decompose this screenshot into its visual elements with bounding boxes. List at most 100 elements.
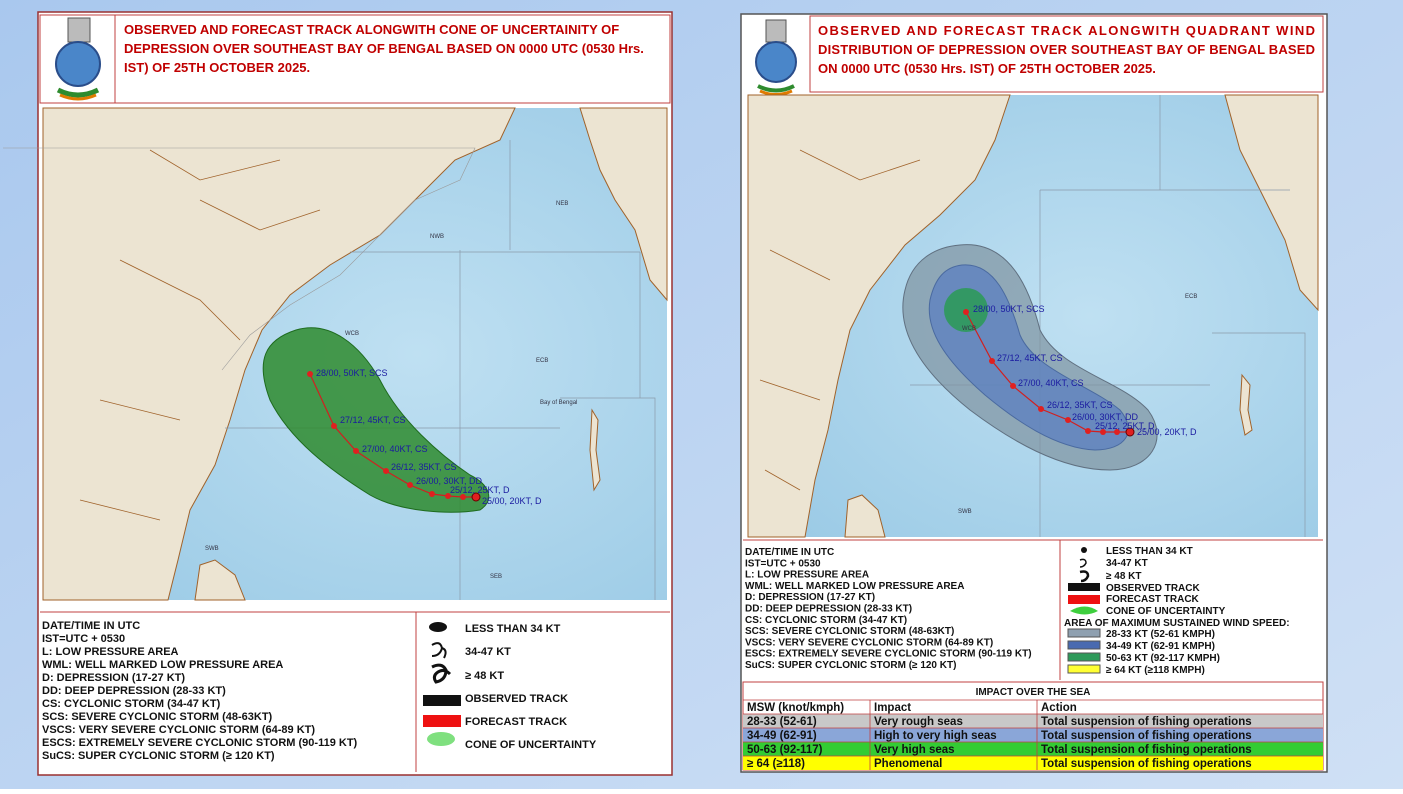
track-dot (1125, 427, 1135, 437)
track-label: 25/12, 25KT, D (1095, 421, 1155, 431)
table-cell: Total suspension of fishing operations (1041, 758, 1252, 770)
track-label: 28/00, 50KT, SCS (973, 304, 1045, 314)
table-cell: High to very high seas (874, 730, 997, 742)
legend-entry: 50-63 KT (92-117 KMPH) (1106, 653, 1220, 664)
track-dot (1038, 406, 1044, 412)
table-cell: 28-33 (52-61) (747, 716, 817, 728)
track-dot (383, 468, 389, 474)
track-dot (1114, 429, 1120, 435)
table-cell: Total suspension of fishing operations (1041, 716, 1252, 728)
legend-entry: LESS THAN 34 KT (465, 623, 561, 635)
region-label: ECB (536, 358, 548, 364)
region-label: SEB (490, 574, 502, 580)
track-dot (1010, 383, 1016, 389)
track-dot (1085, 428, 1091, 434)
legend-definition: ESCS: EXTREMELY SEVERE CYCLONIC STORM (9… (42, 737, 358, 749)
legend-definition: L: LOW PRESSURE AREA (42, 646, 179, 658)
table-cell: Very high seas (874, 744, 955, 756)
legend-definition: SCS: SEVERE CYCLONIC STORM (48-63KT) (745, 626, 954, 637)
track-label: 27/00, 40KT, CS (1018, 378, 1084, 388)
track-label: 26/00, 30KT, DD (1072, 412, 1139, 422)
region-label: ECB (1185, 294, 1197, 300)
track-label: 25/12, 25KT, D (450, 485, 510, 495)
legend-definition: D: DEPRESSION (17-27 KT) (42, 672, 185, 684)
table-cell: 34-49 (62-91) (747, 730, 817, 742)
legend-definition: DATE/TIME IN UTC (745, 547, 834, 558)
legend-entry: CONE OF UNCERTAINTY (465, 739, 597, 751)
legend-entry: 28-33 KT (52-61 KMPH) (1106, 629, 1215, 640)
legend-symbols (1067, 547, 1101, 674)
legend-heading: AREA OF MAXIMUM SUSTAINED WIND SPEED: (1064, 618, 1290, 629)
region-label: NEB (556, 201, 568, 207)
emblem (755, 19, 797, 96)
legend-definition: L: LOW PRESSURE AREA (745, 570, 869, 581)
title-box (39, 14, 671, 104)
legend-definition: CS: CYCLONIC STORM (34-47 KT) (745, 615, 907, 626)
table-cell: Total suspension of fishing operations (1041, 744, 1252, 756)
legend-definition: SuCS: SUPER CYCLONIC STORM (≥ 120 KT) (42, 750, 275, 762)
track-label: 25/00, 20KT, D (482, 496, 542, 506)
legend-entry: FORECAST TRACK (1106, 594, 1200, 605)
legend-definition: DD: DEEP DEPRESSION (28-33 KT) (42, 685, 226, 697)
legend-entry: LESS THAN 34 KT (1106, 546, 1193, 557)
legend-entry: OBSERVED TRACK (465, 693, 568, 705)
legend-definition: ESCS: EXTREMELY SEVERE CYCLONIC STORM (9… (745, 649, 1032, 660)
track-label: 25/00, 20KT, D (1137, 427, 1197, 437)
track-dot (1065, 417, 1071, 423)
impact-table (742, 681, 1324, 771)
table-header: Impact (874, 702, 911, 714)
legend-definition: WML: WELL MARKED LOW PRESSURE AREA (42, 659, 283, 671)
track-dot (307, 371, 313, 377)
legend-definition: VSCS: VERY SEVERE CYCLONIC STORM (64-89 … (745, 637, 993, 648)
title-box (809, 15, 1324, 93)
legend-definition: DD: DEEP DEPRESSION (28-33 KT) (745, 604, 912, 615)
region-label: WCB (962, 326, 976, 332)
legend-entry: ≥ 64 KT (≥118 KMPH) (1106, 665, 1205, 676)
legend-definition: VSCS: VERY SEVERE CYCLONIC STORM (64-89 … (42, 724, 315, 736)
table-title: IMPACT OVER THE SEA (976, 687, 1091, 698)
table-cell: ≥ 64 (≥118) (747, 758, 805, 770)
legend-entry: ≥ 48 KT (465, 670, 504, 682)
track-label: 26/00, 30KT, DD (416, 476, 483, 486)
table-header: MSW (knot/kmph) (747, 702, 844, 714)
track-label: 26/12, 35KT, CS (1047, 400, 1113, 410)
map (3, 107, 668, 601)
track-dot (1100, 429, 1106, 435)
legend-entry: OBSERVED TRACK (1106, 583, 1200, 594)
track-label: 26/12, 35KT, CS (391, 462, 457, 472)
table-cell: Total suspension of fishing operations (1041, 730, 1252, 742)
panel-title: OBSERVED AND FORECAST TRACK ALONGWITH CO… (124, 22, 644, 75)
legend-symbols (423, 622, 461, 746)
region-label: WCB (345, 331, 359, 337)
track-dot (963, 309, 969, 315)
track-label: 27/12, 45KT, CS (340, 415, 406, 425)
legend-entry: CONE OF UNCERTAINTY (1106, 606, 1226, 617)
legend-entry: FORECAST TRACK (465, 716, 567, 728)
legend-definition: IST=UTC + 0530 (745, 558, 821, 569)
track-dot (353, 448, 359, 454)
legend-definition: SCS: SEVERE CYCLONIC STORM (48-63KT) (42, 711, 273, 723)
track-label: 28/00, 50KT, SCS (316, 368, 388, 378)
track-dot (429, 491, 435, 497)
track-label: 27/12, 45KT, CS (997, 353, 1063, 363)
legend-entry: ≥ 48 KT (1106, 571, 1142, 582)
legend-entry: 34-49 KT (62-91 KMPH) (1106, 641, 1215, 652)
legend-definition: CS: CYCLONIC STORM (34-47 KT) (42, 698, 221, 710)
legend-entry: 34-47 KT (1106, 558, 1148, 569)
track-label: 27/00, 40KT, CS (362, 444, 428, 454)
track-dot (331, 423, 337, 429)
region-label: NWB (430, 234, 444, 240)
table-cell: 50-63 (92-117) (747, 744, 823, 756)
region-label: Bay of Bengal (540, 400, 577, 406)
emblem (55, 17, 101, 101)
region-label: SWB (958, 509, 972, 515)
table-header: Action (1041, 702, 1077, 714)
legend-definition: WML: WELL MARKED LOW PRESSURE AREA (745, 581, 964, 592)
legend-entry: 34-47 KT (465, 646, 511, 658)
track-dot (445, 493, 451, 499)
legend-definition: DATE/TIME IN UTC (42, 620, 140, 632)
legend-definition: D: DEPRESSION (17-27 KT) (745, 592, 875, 603)
track-dot (471, 492, 481, 502)
